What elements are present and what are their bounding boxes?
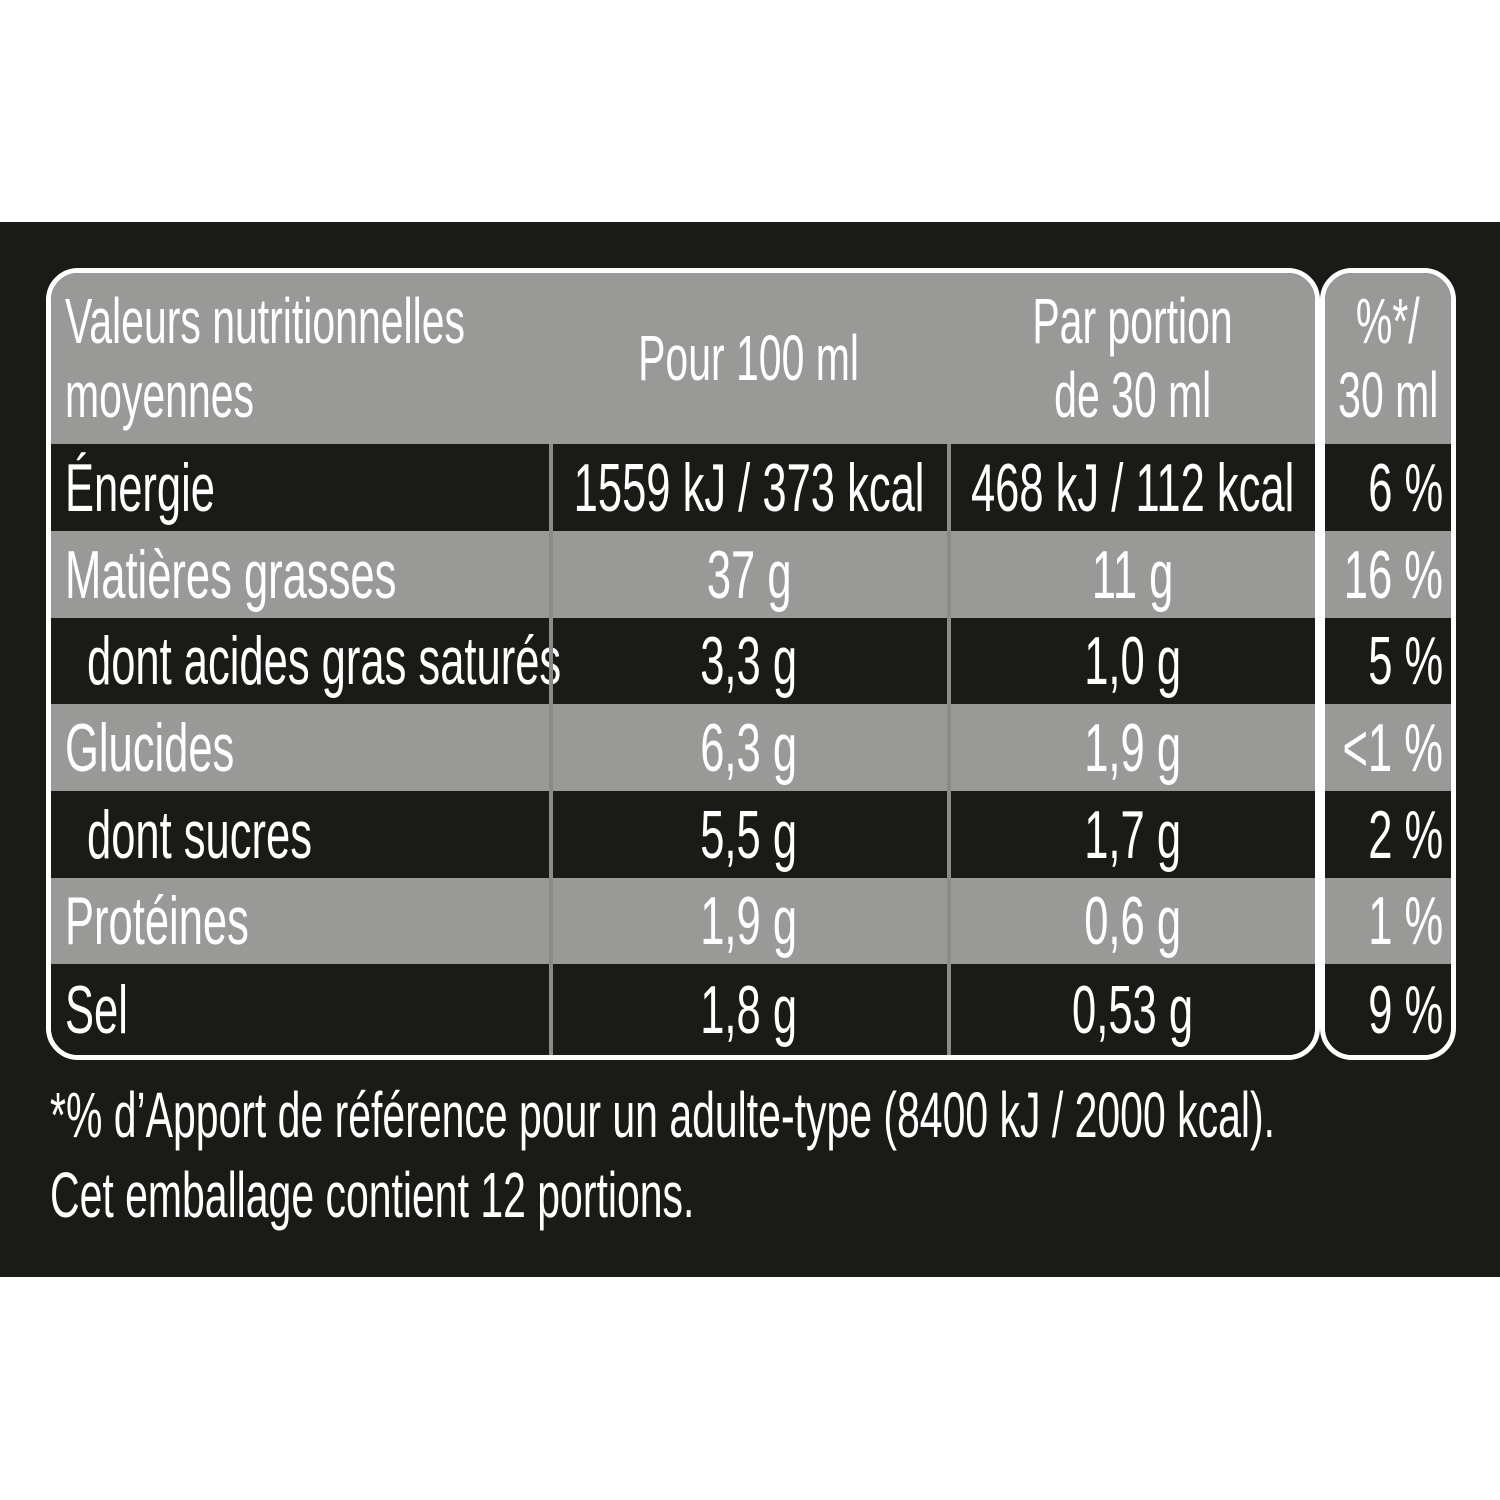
value-per-portion: 1,7 g — [1084, 796, 1182, 873]
pct-row: 6 % — [1325, 444, 1451, 531]
value-per-100ml: 6,3 g — [700, 709, 798, 786]
value-percent-ri: 1 % — [1368, 883, 1443, 959]
pct-row: <1 % — [1325, 704, 1451, 791]
pct-row: 5 % — [1325, 618, 1451, 704]
value-per-portion: 1,9 g — [1084, 709, 1182, 786]
header-label-line2: moyennes — [65, 358, 254, 431]
table-row: Sel 1,8 g 0,53 g — [51, 964, 1315, 1055]
nutrient-label: Protéines — [65, 883, 249, 959]
value-percent-ri: 5 % — [1368, 623, 1443, 699]
value-per-portion: 11 g — [1092, 536, 1174, 613]
table-header: Valeurs nutritionnelles moyennes Pour 10… — [51, 273, 1315, 444]
value-per-portion: 0,6 g — [1084, 883, 1182, 959]
pct-header: %*/ 30 ml — [1325, 273, 1451, 444]
column-divider — [549, 444, 553, 531]
column-divider — [947, 444, 951, 531]
value-per-portion: 1,0 g — [1084, 623, 1182, 699]
column-divider — [549, 704, 553, 791]
pct-row: 1 % — [1325, 878, 1451, 964]
value-per-100ml: 1,8 g — [700, 971, 798, 1048]
nutrient-label: dont acides gras saturés — [87, 623, 562, 699]
percentage-column: %*/ 30 ml 6 % 16 % 5 % <1 % 2 % 1 % 9 % — [1320, 268, 1456, 1060]
column-divider — [947, 531, 951, 618]
value-percent-ri: 6 % — [1368, 449, 1443, 526]
column-divider — [549, 878, 553, 964]
pct-row: 2 % — [1325, 791, 1451, 878]
value-percent-ri: 2 % — [1368, 796, 1443, 873]
nutrient-label: Matières grasses — [65, 536, 397, 613]
value-per-100ml: 37 g — [706, 536, 792, 613]
value-percent-ri: <1 % — [1342, 709, 1443, 786]
nutrient-label: Énergie — [65, 449, 216, 526]
table-row: Protéines 1,9 g 0,6 g — [51, 878, 1315, 964]
column-divider — [549, 531, 553, 618]
column-divider — [947, 618, 951, 704]
value-percent-ri: 9 % — [1368, 971, 1443, 1048]
header-label-line1: Valeurs nutritionnelles — [65, 284, 465, 357]
nutrition-table: Valeurs nutritionnelles moyennes Pour 10… — [46, 268, 1320, 1060]
pct-header-line2: 30 ml — [1337, 358, 1439, 431]
footnote-reference: *% d’Apport de référence pour un adulte-… — [50, 1079, 1275, 1151]
nutrient-label: dont sucres — [87, 796, 312, 873]
footnote-portions: Cet emballage contient 12 portions. — [50, 1159, 695, 1231]
header-portion-line1: Par portion — [1032, 284, 1234, 357]
pct-row: 16 % — [1325, 531, 1451, 618]
value-per-100ml: 1559 kJ / 373 kcal — [573, 449, 925, 526]
column-divider — [549, 964, 553, 1055]
column-divider — [549, 618, 553, 704]
pct-header-line1: %*/ — [1356, 284, 1420, 357]
nutrient-label: Glucides — [65, 709, 235, 786]
value-per-portion: 468 kJ / 112 kcal — [971, 449, 1295, 526]
table-row: Matières grasses 37 g 11 g — [51, 531, 1315, 618]
table-row: dont sucres 5,5 g 1,7 g — [51, 791, 1315, 878]
nutrient-label: Sel — [65, 971, 128, 1048]
value-per-portion: 0,53 g — [1072, 971, 1194, 1048]
column-divider — [549, 791, 553, 878]
header-per100: Pour 100 ml — [638, 321, 860, 394]
header-portion-line2: de 30 ml — [1054, 358, 1212, 431]
table-row: dont acides gras saturés 3,3 g 1,0 g — [51, 618, 1315, 704]
column-divider — [947, 704, 951, 791]
value-per-100ml: 3,3 g — [700, 623, 798, 699]
table-row: Glucides 6,3 g 1,9 g — [51, 704, 1315, 791]
value-per-100ml: 1,9 g — [700, 883, 798, 959]
column-divider — [947, 791, 951, 878]
table-row: Énergie 1559 kJ / 373 kcal 468 kJ / 112 … — [51, 444, 1315, 531]
value-percent-ri: 16 % — [1343, 536, 1443, 613]
column-divider — [947, 878, 951, 964]
column-divider — [947, 964, 951, 1055]
value-per-100ml: 5,5 g — [700, 796, 798, 873]
pct-row: 9 % — [1325, 964, 1451, 1055]
